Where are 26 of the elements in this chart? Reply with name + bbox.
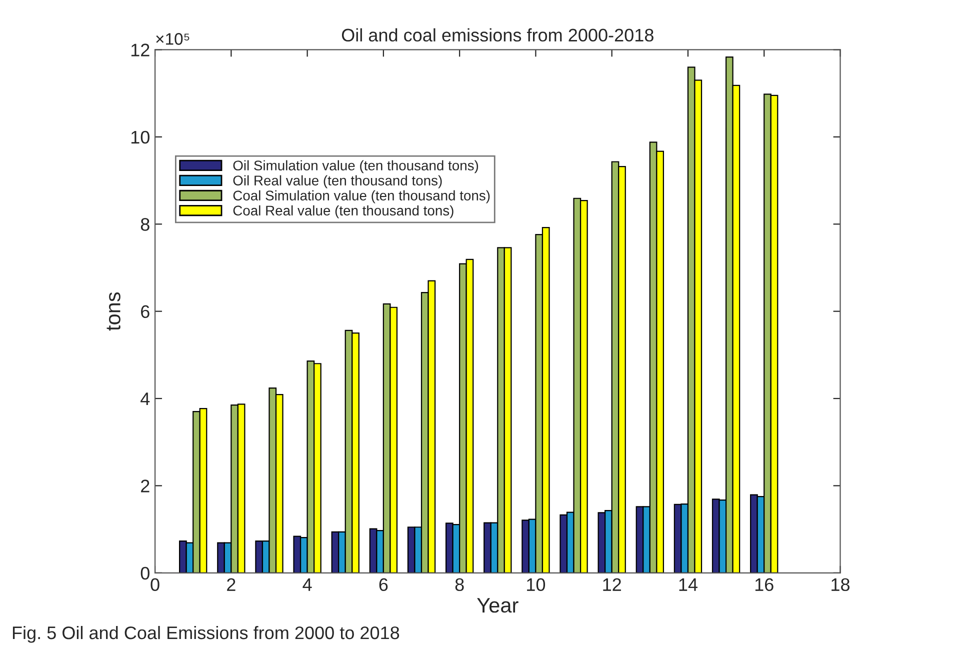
x-tick-label: 14 bbox=[679, 578, 698, 591]
y-axis-title: tons bbox=[106, 292, 120, 331]
x-tick-label: 10 bbox=[527, 578, 546, 592]
caption: Fig. 5 Oil and Coal Emissions from 2000 to 2018 bbox=[12, 626, 400, 643]
legend-label: Oil Simulation value (ten thousand tons) bbox=[233, 160, 478, 174]
y-tick-label: 6 bbox=[141, 305, 150, 318]
x-tick-label: 16 bbox=[755, 578, 774, 592]
y-tick-label: 4 bbox=[140, 392, 150, 406]
y-tick-label: 10 bbox=[131, 130, 150, 144]
legend-label: Oil Real value (ten thousand tons) bbox=[233, 175, 442, 188]
x-tick-label: 4 bbox=[302, 578, 312, 591]
y-tick-label: 2 bbox=[141, 480, 150, 492]
legend-label: Coal Real value (ten thousand tons) bbox=[233, 205, 454, 218]
y-tick-label: 12 bbox=[131, 44, 150, 56]
chart-title: Oil and coal emissions from 2000-2018 bbox=[342, 28, 654, 42]
x-tick-label: 12 bbox=[603, 578, 621, 591]
x-tick-label: 8 bbox=[455, 578, 464, 592]
x-tick-label: 18 bbox=[832, 578, 850, 592]
legend-label: Coal Simulation value (ten thousand tons) bbox=[233, 190, 490, 204]
x-tick-label: 6 bbox=[379, 578, 388, 592]
x-tick-label: 2 bbox=[227, 578, 236, 591]
y-tick-label: 0 bbox=[140, 566, 150, 580]
x-axis-title: Year bbox=[477, 598, 518, 613]
y-tick-label: 8 bbox=[140, 218, 150, 231]
x-tick-label: 0 bbox=[150, 578, 160, 592]
text: ×10⁵ bbox=[156, 33, 190, 45]
